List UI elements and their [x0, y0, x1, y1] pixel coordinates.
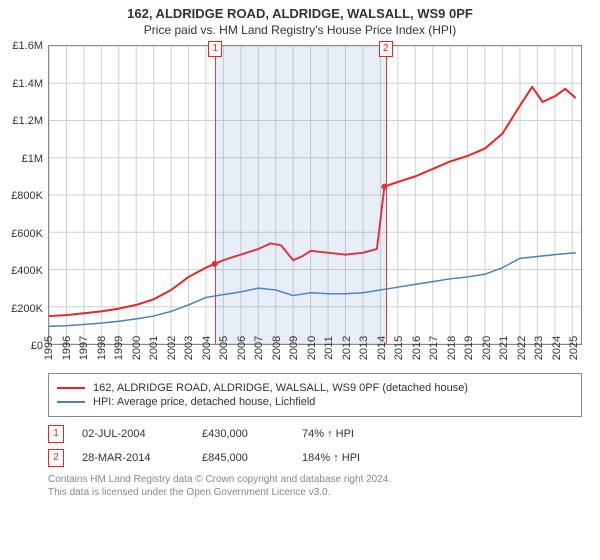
x-axis-tick-label: 2004	[201, 336, 213, 360]
y-axis-tick-label: £1.2M	[12, 115, 43, 127]
data-attribution: Contains HM Land Registry data © Crown c…	[48, 473, 582, 499]
footnote-line: This data is licensed under the Open Gov…	[48, 486, 582, 499]
x-axis-tick-label: 2012	[341, 336, 353, 360]
x-axis-tick-label: 2013	[358, 336, 370, 360]
x-axis-tick-label: 2005	[218, 336, 230, 360]
legend-row: 162, ALDRIDGE ROAD, ALDRIDGE, WALSALL, W…	[57, 382, 573, 394]
legend-label: 162, ALDRIDGE ROAD, ALDRIDGE, WALSALL, W…	[93, 382, 468, 394]
chart-legend: 162, ALDRIDGE ROAD, ALDRIDGE, WALSALL, W…	[48, 373, 582, 417]
sale-vs-hpi: 184% ↑ HPI	[302, 452, 392, 464]
x-axis-tick-label: 2007	[253, 336, 265, 360]
legend-row: HPI: Average price, detached house, Lich…	[57, 396, 573, 408]
y-axis-tick-label: £600K	[11, 228, 43, 240]
x-axis-tick-label: 2008	[271, 336, 283, 360]
sale-price: £430,000	[202, 428, 302, 440]
x-axis-tick-label: 1995	[43, 336, 55, 360]
sale-event-row: 1 02-JUL-2004 £430,000 74% ↑ HPI	[48, 425, 582, 443]
y-axis-tick-label: £0	[31, 340, 43, 352]
price-chart: £0£200K£400K£600K£800K£1M£1.2M£1.4M£1.6M…	[48, 45, 582, 345]
x-axis-tick-label: 1997	[78, 336, 90, 360]
x-axis-tick-label: 2010	[306, 336, 318, 360]
y-axis-tick-label: £1.4M	[12, 78, 43, 90]
x-axis-tick-label: 2024	[551, 336, 563, 360]
x-axis-tick-label: 2015	[393, 336, 405, 360]
x-axis-tick-label: 2006	[236, 336, 248, 360]
sale-date: 02-JUL-2004	[82, 428, 202, 440]
sale-date: 28-MAR-2014	[82, 452, 202, 464]
chart-subtitle: Price paid vs. HM Land Registry's House …	[0, 23, 600, 37]
x-axis-tick-label: 2025	[568, 336, 580, 360]
sale-marker-flag: 1	[208, 41, 222, 57]
chart-title-address: 162, ALDRIDGE ROAD, ALDRIDGE, WALSALL, W…	[0, 6, 600, 21]
legend-label: HPI: Average price, detached house, Lich…	[93, 396, 315, 408]
sale-marker-line	[386, 46, 387, 344]
x-axis-tick-label: 2022	[516, 336, 528, 360]
legend-swatch	[57, 401, 85, 403]
x-axis-tick-label: 1999	[113, 336, 125, 360]
y-axis-tick-label: £1M	[22, 153, 43, 165]
sale-event-row: 2 28-MAR-2014 £845,000 184% ↑ HPI	[48, 449, 582, 467]
x-axis-tick-label: 2016	[411, 336, 423, 360]
sale-price: £845,000	[202, 452, 302, 464]
x-axis-tick-label: 2014	[376, 336, 388, 360]
x-axis-tick-label: 2019	[463, 336, 475, 360]
x-axis-tick-label: 2023	[533, 336, 545, 360]
x-axis-tick-label: 2017	[428, 336, 440, 360]
sale-marker-badge: 2	[48, 449, 64, 467]
sale-vs-hpi: 74% ↑ HPI	[302, 428, 392, 440]
footnote-line: Contains HM Land Registry data © Crown c…	[48, 473, 582, 486]
sale-marker-badge: 1	[48, 425, 64, 443]
y-axis-tick-label: £400K	[11, 265, 43, 277]
legend-swatch	[57, 387, 85, 389]
x-axis-tick-label: 2003	[183, 336, 195, 360]
x-axis-tick-label: 1996	[61, 336, 73, 360]
x-axis-tick-label: 2009	[288, 336, 300, 360]
x-axis-tick-label: 2021	[498, 336, 510, 360]
y-axis-tick-label: £800K	[11, 190, 43, 202]
y-axis-tick-label: £200K	[11, 303, 43, 315]
sale-marker-flag: 2	[379, 41, 393, 57]
chart-title-block: 162, ALDRIDGE ROAD, ALDRIDGE, WALSALL, W…	[0, 0, 600, 37]
x-axis-tick-label: 2001	[148, 336, 160, 360]
sale-marker-line	[215, 46, 216, 344]
ownership-period-shade	[215, 46, 385, 344]
x-axis-tick-label: 2002	[166, 336, 178, 360]
x-axis-tick-label: 2000	[131, 336, 143, 360]
y-axis-tick-label: £1.6M	[12, 40, 43, 52]
x-axis-tick-label: 1998	[96, 336, 108, 360]
x-axis-tick-label: 2011	[323, 336, 335, 360]
x-axis-tick-label: 2020	[481, 336, 493, 360]
sale-events: 1 02-JUL-2004 £430,000 74% ↑ HPI 2 28-MA…	[48, 425, 582, 467]
x-axis-tick-label: 2018	[446, 336, 458, 360]
